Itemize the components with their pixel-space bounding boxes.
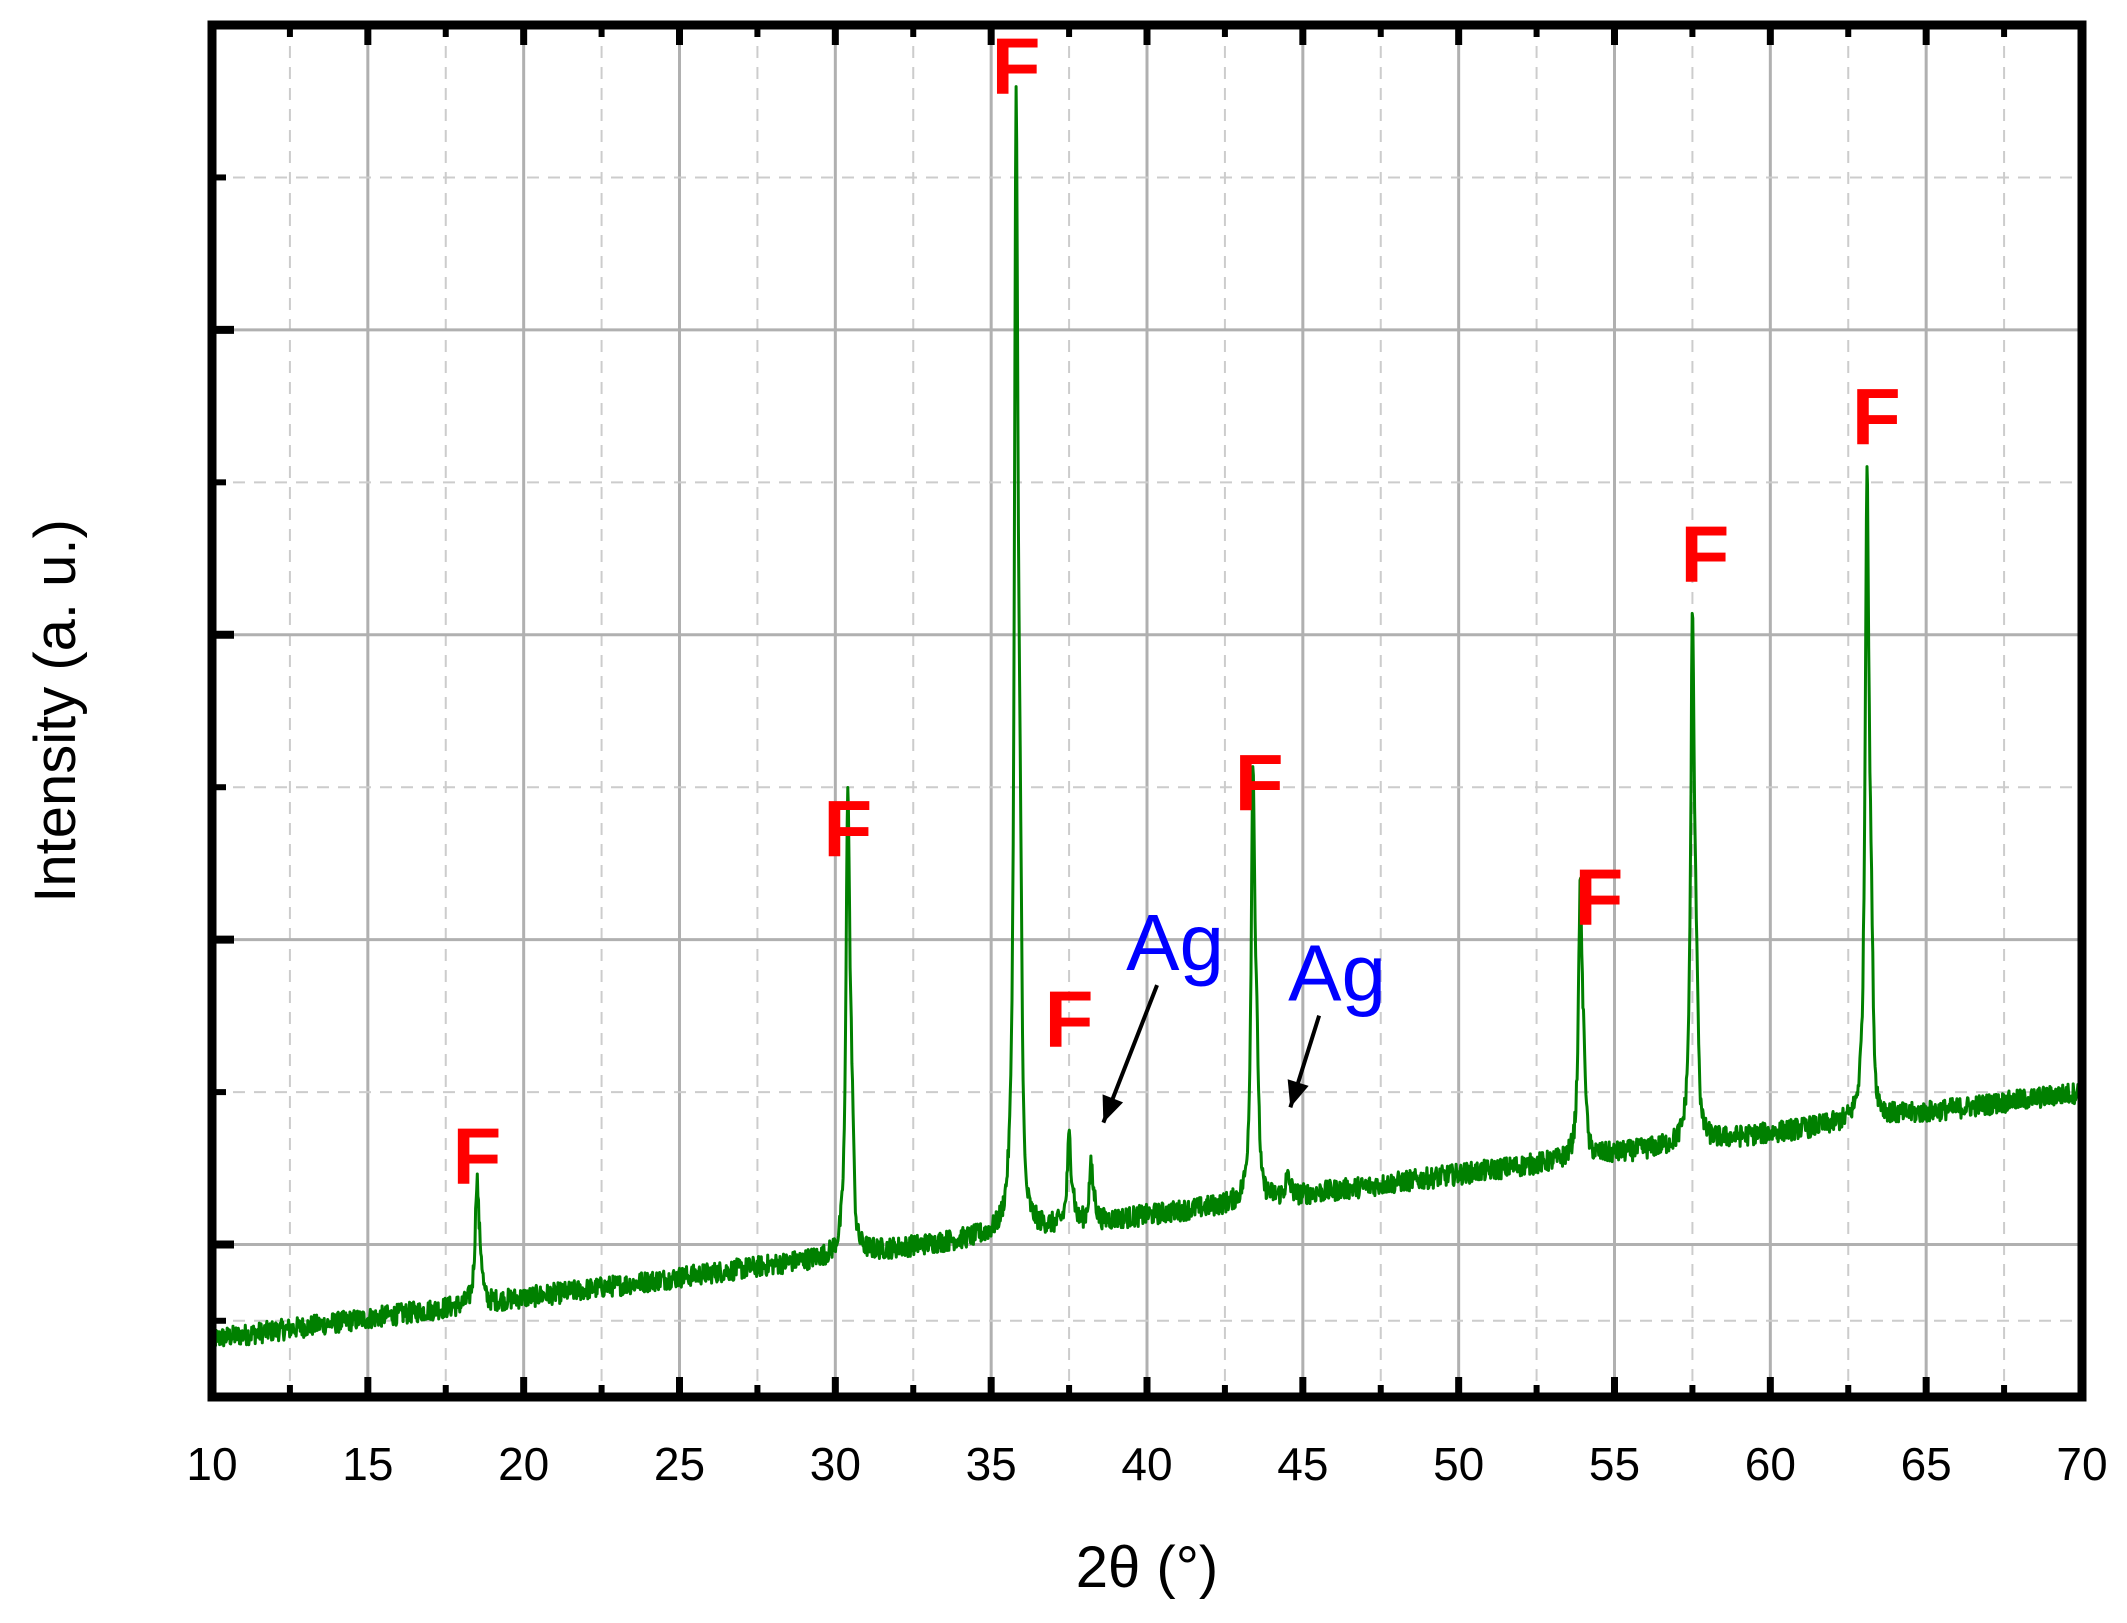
x-tick-label: 10	[186, 1438, 237, 1490]
peak-label-ag: Ag	[1126, 898, 1224, 987]
x-tick-label: 25	[654, 1438, 705, 1490]
data-layer	[210, 85, 2084, 1348]
y-axis-title: Intensity (a. u.)	[23, 519, 88, 903]
x-tick-label: 20	[498, 1438, 549, 1490]
peak-label-f: F	[823, 784, 872, 873]
x-tick-label: 15	[342, 1438, 393, 1490]
peak-label-f: F	[1852, 372, 1901, 461]
x-tick-label: 35	[966, 1438, 1017, 1490]
x-tick-label: 55	[1589, 1438, 1640, 1490]
x-axis-title: 2θ (°)	[1076, 1535, 1218, 1600]
x-tick-label: 50	[1433, 1438, 1484, 1490]
x-tick-label: 70	[2056, 1438, 2107, 1490]
peak-label-f: F	[1574, 852, 1623, 941]
x-tick-label: 65	[1901, 1438, 1952, 1490]
tick-layer: 10 15 20 25 30 35 40 45 50 55 60 65 70	[186, 21, 2108, 1490]
x-tick-label: 30	[810, 1438, 861, 1490]
peak-label-ag: Ag	[1288, 929, 1386, 1018]
peak-label-f: F	[1680, 509, 1729, 598]
peak-label-f: F	[452, 1112, 501, 1201]
xrd-series-line	[210, 85, 2084, 1348]
ag-arrow-head	[1287, 1079, 1309, 1108]
peak-label-f: F	[1235, 738, 1284, 827]
x-tick-label: 40	[1121, 1438, 1172, 1490]
ag-arrow-head	[1102, 1094, 1124, 1123]
x-tick-label: 60	[1745, 1438, 1796, 1490]
peak-label-f: F	[1045, 974, 1094, 1063]
peak-label-f: F	[992, 22, 1041, 111]
x-tick-label: 45	[1277, 1438, 1328, 1490]
